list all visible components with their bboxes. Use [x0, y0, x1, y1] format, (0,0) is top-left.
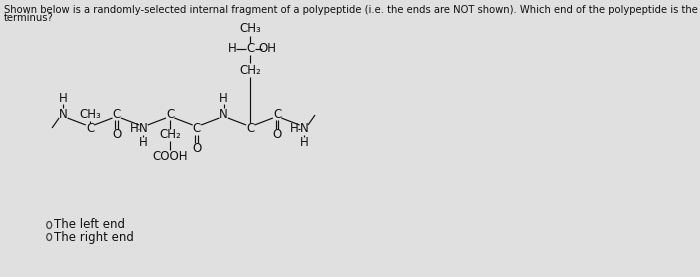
- Text: H: H: [290, 122, 299, 135]
- Text: H: H: [139, 137, 148, 150]
- Text: H: H: [219, 93, 228, 106]
- Text: H: H: [59, 93, 68, 106]
- Text: H: H: [228, 42, 237, 55]
- Text: terminus?: terminus?: [4, 13, 53, 23]
- Text: C: C: [166, 107, 174, 120]
- Text: OH: OH: [258, 42, 276, 55]
- Text: C: C: [113, 107, 121, 120]
- Text: O: O: [272, 127, 281, 140]
- Text: C: C: [273, 107, 281, 120]
- Text: The left end: The left end: [54, 219, 125, 232]
- Text: O: O: [193, 142, 202, 155]
- Text: N: N: [300, 122, 308, 135]
- Text: C: C: [86, 122, 94, 135]
- Text: O: O: [112, 127, 121, 140]
- Text: C: C: [193, 122, 201, 135]
- Text: Shown below is a randomly-selected internal fragment of a polypeptide (i.e. the : Shown below is a randomly-selected inter…: [4, 5, 700, 15]
- Text: N: N: [139, 122, 148, 135]
- Text: H: H: [300, 137, 308, 150]
- Text: N: N: [59, 107, 68, 120]
- Text: COOH: COOH: [153, 150, 188, 163]
- Text: C: C: [246, 42, 255, 55]
- Text: H: H: [130, 122, 139, 135]
- Text: N: N: [219, 107, 228, 120]
- Text: CH₃: CH₃: [239, 22, 261, 35]
- Text: CH₂: CH₂: [239, 63, 261, 76]
- Text: C: C: [246, 122, 255, 135]
- Text: CH₂: CH₂: [160, 129, 181, 142]
- Text: CH₃: CH₃: [79, 109, 101, 122]
- Text: The right end: The right end: [54, 230, 134, 243]
